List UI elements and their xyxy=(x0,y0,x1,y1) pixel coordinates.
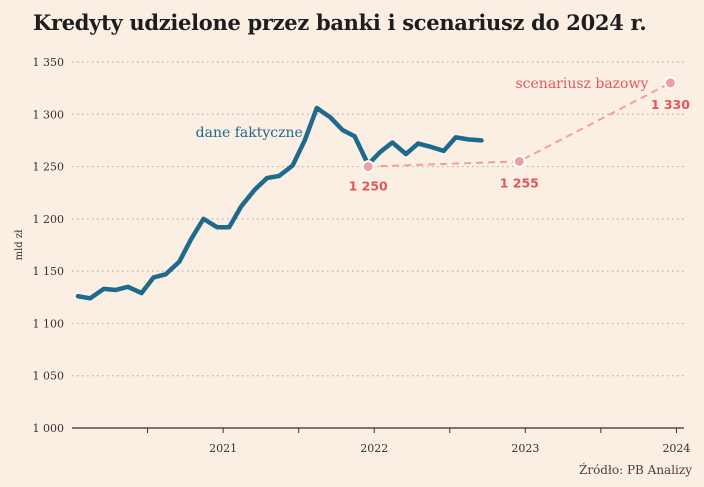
y-tick-label: 1 000 xyxy=(33,422,65,435)
scenario-points: 1 250 1 255 1 330 xyxy=(349,76,690,194)
scenario-point xyxy=(663,76,677,90)
x-axis: 2021 2022 2023 2024 xyxy=(72,427,690,455)
y-tick-label: 1 200 xyxy=(33,213,65,226)
x-tick-label: 2022 xyxy=(360,442,388,455)
actual-line xyxy=(75,105,484,301)
annotation-actual: dane faktyczne xyxy=(196,125,303,141)
data-label: 1 330 xyxy=(651,97,690,112)
x-tick-label: 2023 xyxy=(511,442,539,455)
scenario-point xyxy=(361,160,375,174)
x-tick-label: 2021 xyxy=(209,442,237,455)
y-tick-label: 1 050 xyxy=(33,370,65,383)
chart-title: Kredyty udzielone przez banki i scenariu… xyxy=(33,10,647,35)
scenario-point xyxy=(512,154,526,168)
series-lines xyxy=(75,82,671,301)
x-tick-label: 2024 xyxy=(662,442,690,455)
y-tick-label: 1 100 xyxy=(33,317,65,330)
y-tick-label: 1 350 xyxy=(33,56,65,69)
y-axis-ticks: 1 000 1 050 1 100 1 150 1 200 1 250 1 300 1 350 xyxy=(33,56,65,435)
gridlines xyxy=(72,61,684,377)
data-label: 1 255 xyxy=(500,175,539,190)
source-note: Źródło: PB Analizy xyxy=(579,463,692,477)
y-axis-label: mld zł xyxy=(14,229,25,261)
data-label: 1 250 xyxy=(349,179,388,194)
y-tick-label: 1 150 xyxy=(33,265,65,278)
annotation-scenario: scenariusz bazowy xyxy=(516,76,649,92)
y-tick-label: 1 300 xyxy=(33,108,65,121)
y-tick-label: 1 250 xyxy=(33,161,65,174)
scenario-line xyxy=(368,82,671,168)
